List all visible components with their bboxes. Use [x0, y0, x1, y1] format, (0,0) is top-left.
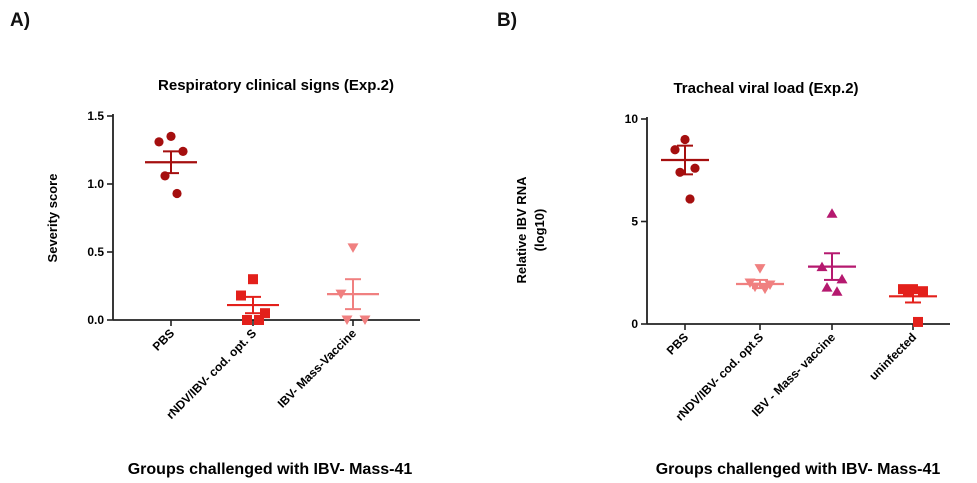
chart-a-category-label: PBS: [150, 326, 177, 353]
chart-a-data-point: [248, 274, 258, 285]
chart-b-ylabel-line1: Relative IBV RNA: [514, 176, 529, 284]
chart-b-data-point: [831, 286, 843, 296]
chart-b-data-point: [680, 134, 690, 145]
chart-b-category-label: PBS: [664, 330, 691, 357]
chart-b-category-label: uninfected: [866, 330, 919, 383]
chart-a-data-point: [236, 290, 246, 301]
chart-a-ytick-label: 1.0: [87, 177, 104, 191]
chart-a-data-point: [178, 146, 188, 156]
chart-a-data-point: [160, 171, 170, 181]
chart-b-data-point: [903, 286, 913, 297]
chart-b-data-point: [754, 264, 766, 274]
chart-a-category-label: rNDV/IBV- cod. opt. S: [163, 326, 259, 422]
chart-a-data-point: [260, 308, 270, 319]
chart-b-ylabel-line2: (log10): [532, 209, 547, 252]
chart-b-data-point: [918, 286, 928, 297]
chart-b-xlabel: Groups challenged with IBV- Mass-41: [656, 461, 941, 478]
chart-a-data-point: [166, 131, 176, 141]
chart-a-data-point: [254, 315, 264, 325]
chart-a-data-point: [172, 188, 182, 199]
chart-a-data-point: [359, 315, 371, 325]
chart-a-title: Respiratory clinical signs (Exp.2): [158, 77, 394, 94]
chart-a-data-point: [347, 243, 359, 253]
chart-a-data-point: [341, 315, 353, 325]
chart-b-data-point: [670, 145, 680, 155]
chart-b-data-point: [826, 208, 838, 218]
chart-a-ytick-label: 0.0: [87, 313, 104, 327]
panel-b-label: B): [497, 10, 518, 31]
chart-b-data-point: [690, 163, 700, 173]
chart-a-xlabel: Groups challenged with IBV- Mass-41: [128, 461, 413, 478]
chart-b-title: Tracheal viral load (Exp.2): [673, 80, 858, 97]
chart-a-ytick-label: 0.5: [87, 245, 104, 259]
chart-b-data-point: [816, 261, 828, 272]
panel-a-label: A): [10, 10, 31, 31]
chart-a-data-point: [335, 289, 347, 300]
chart-a-category-label: IBV- Mass-Vaccine: [275, 326, 360, 411]
chart-b-data-point: [749, 282, 761, 293]
chart-b-data-point: [913, 316, 923, 327]
chart-b-ytick-label: 0: [631, 317, 638, 331]
chart-a-ytick-label: 1.5: [87, 109, 104, 123]
chart-a-ylabel: Severity score: [45, 174, 60, 263]
chart-b-data-point: [821, 282, 833, 292]
chart-b-ytick-label: 10: [625, 112, 639, 126]
chart-a-data-point: [154, 137, 164, 147]
chart-b-data-point: [675, 167, 685, 177]
chart-b-data-point: [685, 194, 695, 204]
chart-a-data-point: [242, 315, 252, 325]
chart-b-ytick-label: 5: [631, 215, 638, 229]
chart-b-data-point: [836, 273, 848, 284]
chart-b-data-point: [759, 284, 771, 295]
